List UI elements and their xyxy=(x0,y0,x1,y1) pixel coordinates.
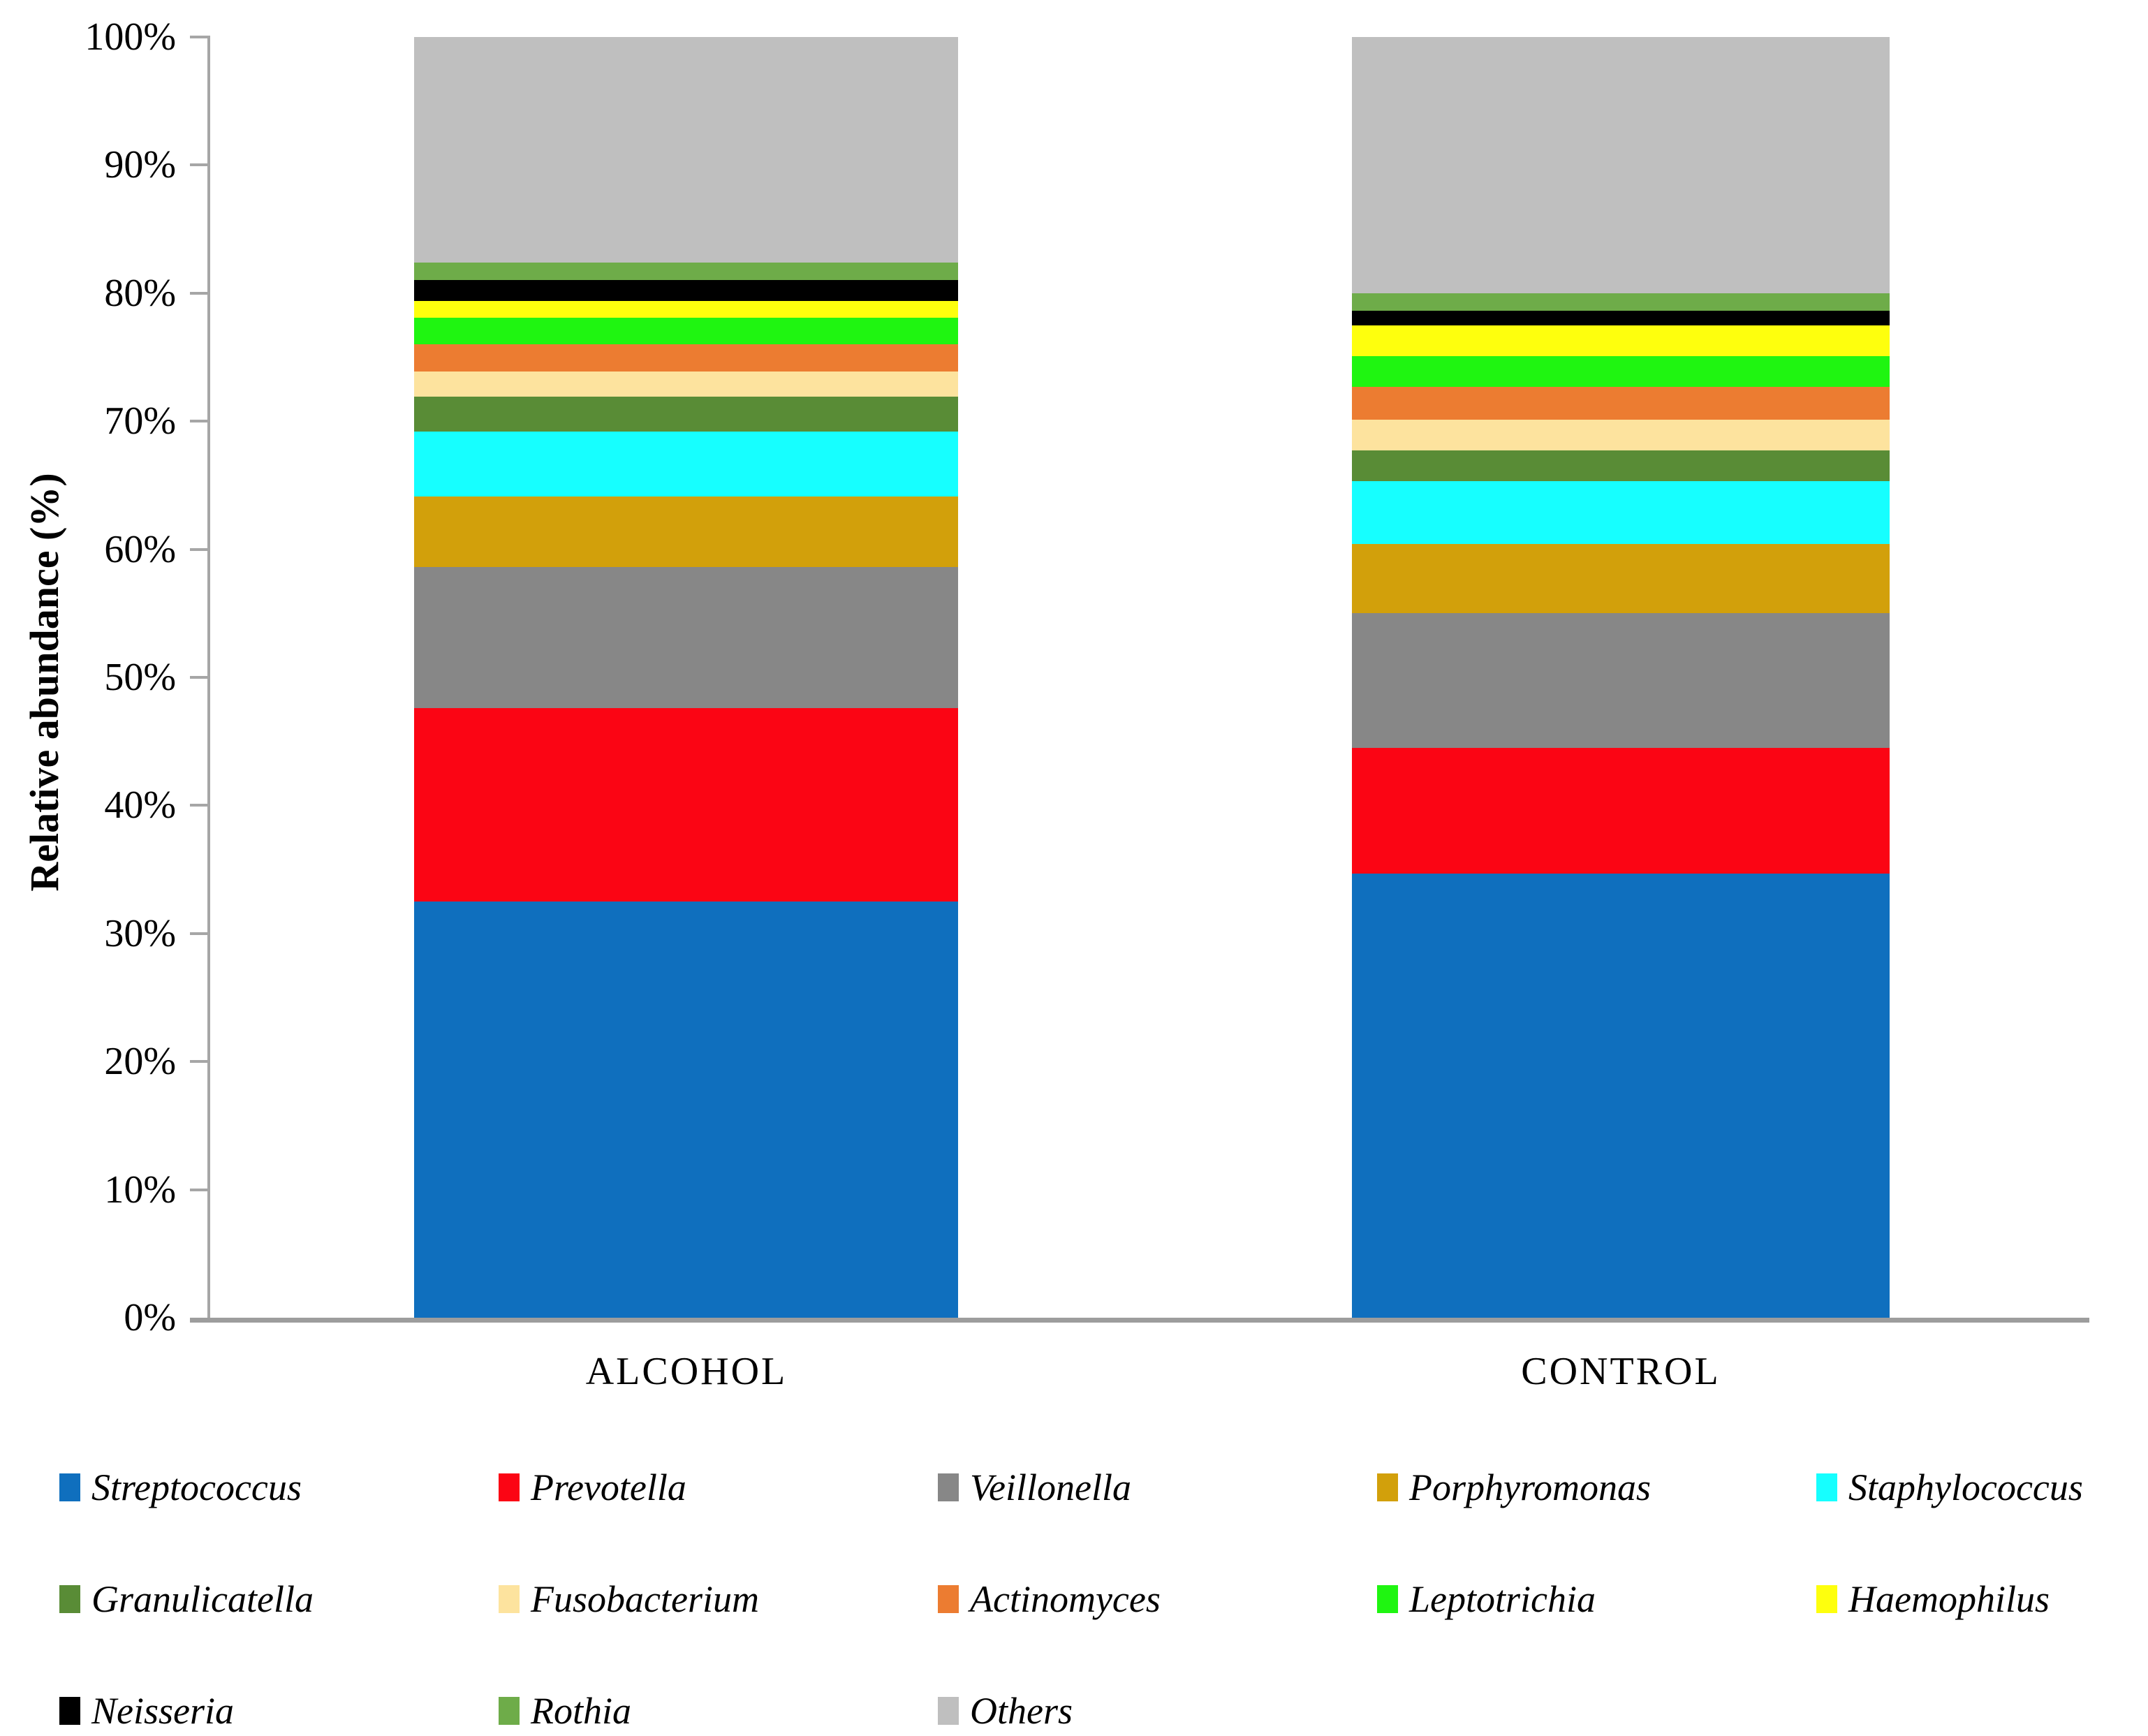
legend-item-leptotrichia: Leptotrichia xyxy=(1377,1571,1816,1627)
segment-alcohol-neisseria xyxy=(414,280,958,301)
legend-color-chip-staphylococcus xyxy=(1816,1473,1837,1501)
legend-label-actinomyces: Actinomyces xyxy=(970,1578,1161,1620)
y-tick-label-90: 90% xyxy=(104,143,176,186)
segment-control-fusobacterium xyxy=(1352,420,1890,450)
legend-label-fusobacterium: Fusobacterium xyxy=(531,1578,759,1620)
segment-control-veillonella xyxy=(1352,613,1890,748)
legend-label-haemophilus: Haemophilus xyxy=(1848,1578,2050,1620)
segment-alcohol-others xyxy=(414,37,958,263)
segment-control-rothia xyxy=(1352,293,1890,311)
legend-label-leptotrichia: Leptotrichia xyxy=(1409,1578,1596,1620)
legend-label-streptococcus: Streptococcus xyxy=(91,1466,302,1508)
y-axis-line xyxy=(207,36,210,1321)
y-tick-label-40: 40% xyxy=(104,784,176,827)
y-tick-label-20: 20% xyxy=(104,1040,176,1083)
segment-control-streptococcus xyxy=(1352,874,1890,1318)
legend-label-rothia: Rothia xyxy=(531,1690,631,1732)
y-tick-mark-60 xyxy=(190,548,209,551)
legend-label-porphyromonas: Porphyromonas xyxy=(1409,1466,1651,1508)
legend-color-chip-neisseria xyxy=(59,1697,80,1725)
legend-color-chip-others xyxy=(938,1697,959,1725)
y-tick-label-70: 70% xyxy=(104,399,176,443)
y-tick-label-0: 0% xyxy=(124,1296,176,1339)
legend-color-chip-prevotella xyxy=(499,1473,520,1501)
legend-item-actinomyces: Actinomyces xyxy=(938,1571,1377,1627)
y-tick-mark-50 xyxy=(190,676,209,679)
bar-group-alcohol xyxy=(414,37,958,1318)
y-tick-mark-70 xyxy=(190,420,209,422)
segment-alcohol-rothia xyxy=(414,263,958,280)
segment-control-staphylococcus xyxy=(1352,481,1890,544)
segment-control-actinomyces xyxy=(1352,387,1890,420)
y-tick-mark-40 xyxy=(190,804,209,807)
legend-item-fusobacterium: Fusobacterium xyxy=(499,1571,938,1627)
legend-item-haemophilus: Haemophilus xyxy=(1816,1571,2148,1627)
segment-alcohol-staphylococcus xyxy=(414,432,958,496)
category-label-alcohol: ALCOHOL xyxy=(585,1350,788,1393)
legend-item-prevotella: Prevotella xyxy=(499,1459,938,1515)
segment-alcohol-veillonella xyxy=(414,567,958,708)
segment-alcohol-fusobacterium xyxy=(414,372,958,397)
segment-control-leptotrichia xyxy=(1352,356,1890,387)
legend-label-others: Others xyxy=(970,1690,1073,1732)
y-tick-mark-80 xyxy=(190,292,209,295)
legend-label-neisseria: Neisseria xyxy=(91,1690,235,1732)
segment-alcohol-prevotella xyxy=(414,708,958,902)
legend-color-chip-rothia xyxy=(499,1697,520,1725)
segment-control-haemophilus xyxy=(1352,325,1890,356)
y-tick-mark-30 xyxy=(190,932,209,935)
legend-label-prevotella: Prevotella xyxy=(531,1466,686,1508)
legend-item-staphylococcus: Staphylococcus xyxy=(1816,1459,2148,1515)
legend-color-chip-actinomyces xyxy=(938,1585,959,1613)
segment-alcohol-granulicatella xyxy=(414,397,958,432)
legend-item-streptococcus: Streptococcus xyxy=(59,1459,499,1515)
legend-color-chip-porphyromonas xyxy=(1377,1473,1398,1501)
legend-color-chip-fusobacterium xyxy=(499,1585,520,1613)
bar-group-control xyxy=(1352,37,1890,1318)
y-tick-label-50: 50% xyxy=(104,656,176,699)
y-tick-mark-100 xyxy=(190,36,209,38)
x-axis-line xyxy=(190,1318,2089,1323)
y-tick-mark-90 xyxy=(190,163,209,166)
legend-item-granulicatella: Granulicatella xyxy=(59,1571,499,1627)
segment-control-others xyxy=(1352,37,1890,293)
segment-alcohol-leptotrichia xyxy=(414,318,958,344)
legend-item-veillonella: Veillonella xyxy=(938,1459,1377,1515)
segment-alcohol-haemophilus xyxy=(414,301,958,318)
y-tick-label-80: 80% xyxy=(104,272,176,315)
y-tick-label-60: 60% xyxy=(104,528,176,571)
legend-label-staphylococcus: Staphylococcus xyxy=(1848,1466,2083,1508)
segment-control-granulicatella xyxy=(1352,450,1890,481)
y-tick-mark-10 xyxy=(190,1189,209,1191)
legend-color-chip-haemophilus xyxy=(1816,1585,1837,1613)
legend-color-chip-streptococcus xyxy=(59,1473,80,1501)
legend-color-chip-leptotrichia xyxy=(1377,1585,1398,1613)
y-tick-label-10: 10% xyxy=(104,1168,176,1212)
legend-item-others: Others xyxy=(938,1683,1377,1736)
legend-label-veillonella: Veillonella xyxy=(970,1466,1131,1508)
segment-control-neisseria xyxy=(1352,311,1890,325)
legend-label-granulicatella: Granulicatella xyxy=(91,1578,314,1620)
legend-item-neisseria: Neisseria xyxy=(59,1683,499,1736)
segment-alcohol-actinomyces xyxy=(414,344,958,372)
segment-control-porphyromonas xyxy=(1352,544,1890,613)
legend: Streptococcus Prevotella Veillonella Porphy… xyxy=(59,1459,2148,1736)
y-tick-label-30: 30% xyxy=(104,912,176,955)
segment-alcohol-porphyromonas xyxy=(414,496,958,567)
legend-item-porphyromonas: Porphyromonas xyxy=(1377,1459,1816,1515)
legend-item-rothia: Rothia xyxy=(499,1683,938,1736)
category-label-control: CONTROL xyxy=(1521,1350,1721,1393)
segment-control-prevotella xyxy=(1352,748,1890,874)
legend-color-chip-granulicatella xyxy=(59,1585,80,1613)
segment-alcohol-streptococcus xyxy=(414,902,958,1318)
y-tick-label-100: 100% xyxy=(84,15,176,59)
legend-color-chip-veillonella xyxy=(938,1473,959,1501)
y-tick-mark-20 xyxy=(190,1060,209,1063)
